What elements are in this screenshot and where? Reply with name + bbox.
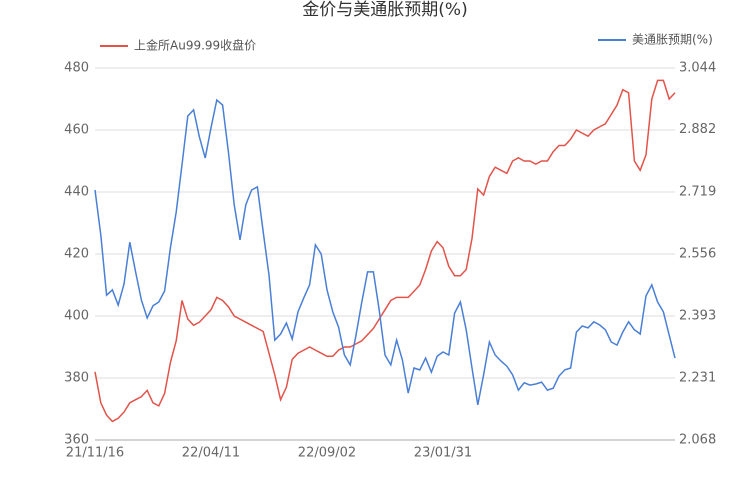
y-tick-label: 400 bbox=[64, 309, 89, 324]
series-line bbox=[94, 79, 676, 423]
y-tick-label: 480 bbox=[64, 61, 89, 76]
x-tick-label: 23/01/31 bbox=[414, 446, 472, 461]
y-tick-label: 460 bbox=[64, 123, 89, 138]
x-tick-label: 22/09/02 bbox=[298, 446, 356, 461]
y-tick-label: 420 bbox=[64, 247, 89, 262]
y2-tick-label: 2.882 bbox=[679, 122, 716, 137]
y2-tick-label: 3.044 bbox=[679, 61, 716, 76]
x-tick-label: 22/04/11 bbox=[182, 446, 240, 461]
y2-tick-label: 2.556 bbox=[679, 247, 716, 262]
y-tick-label: 440 bbox=[64, 185, 89, 200]
y-tick-label: 360 bbox=[64, 433, 89, 448]
legend-label: 上金所Au99.99收盘价 bbox=[134, 38, 256, 53]
y2-tick-label: 2.393 bbox=[679, 309, 716, 324]
chart-title: 金价与美通胀预期(%) bbox=[302, 0, 467, 20]
legend-label: 美通胀预期(%) bbox=[632, 33, 713, 47]
y2-tick-label: 2.068 bbox=[679, 433, 716, 448]
y2-tick-label: 2.719 bbox=[679, 184, 716, 199]
x-tick-label: 21/11/16 bbox=[66, 446, 124, 461]
y-tick-label: 380 bbox=[64, 371, 89, 386]
y2-tick-label: 2.231 bbox=[679, 370, 716, 385]
series-line bbox=[94, 98, 676, 406]
